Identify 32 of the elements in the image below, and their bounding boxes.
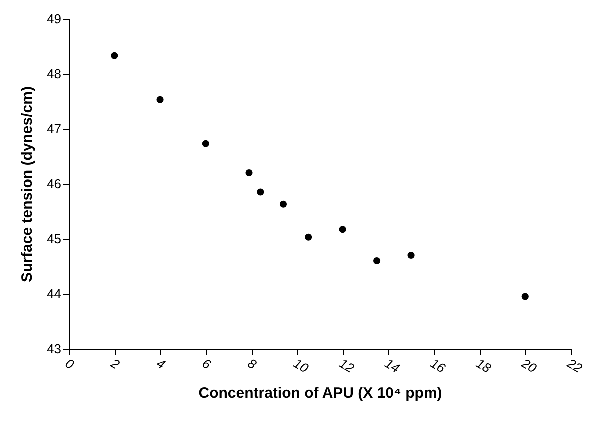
- x-tick-label: 0: [63, 356, 78, 373]
- y-tick-label: 49: [47, 12, 62, 26]
- point: [111, 52, 118, 60]
- x-tick-label: 4: [154, 356, 168, 372]
- x-tick-label: 20: [518, 355, 540, 376]
- point: [246, 169, 253, 177]
- point: [522, 293, 529, 300]
- y-tick-label: 47: [47, 122, 62, 136]
- x-tick-label: 12: [336, 356, 358, 376]
- point: [202, 140, 210, 148]
- x-tick-label: 14: [382, 356, 402, 376]
- y-axis-title: Surface tension (dynes/cm): [19, 86, 36, 282]
- y-tick-label: 44: [47, 286, 62, 302]
- x-tick-label: 8: [246, 356, 260, 373]
- point: [305, 234, 312, 241]
- x-axis-title: Concentration of APU (X 10⁴ ppm): [198, 384, 442, 402]
- x-tick-label: 10: [291, 356, 312, 376]
- y-tick-label: 46: [47, 176, 62, 192]
- x-tick-label: 22: [564, 355, 586, 376]
- point: [374, 257, 381, 265]
- y-tick-label: 48: [47, 66, 62, 82]
- x-tick-label: 2: [108, 355, 124, 373]
- point: [257, 188, 264, 196]
- x-tick-label: 6: [200, 356, 214, 373]
- point: [156, 96, 164, 104]
- x-tick-label: 18: [474, 356, 494, 376]
- point: [408, 252, 415, 260]
- y-tick-label: 45: [47, 232, 62, 246]
- point: [280, 200, 288, 208]
- y-tick-label: 43: [47, 342, 62, 356]
- x-tick-label: 16: [428, 356, 449, 376]
- point: [339, 226, 346, 234]
